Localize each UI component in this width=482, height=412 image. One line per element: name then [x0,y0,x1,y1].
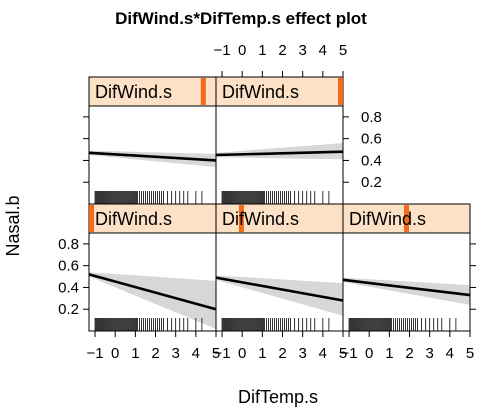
x-tick-label: 3 [299,345,307,362]
strip-label: DifWind.s [349,209,426,229]
strip-label: DifWind.s [222,209,299,229]
strip-label: DifWind.s [222,82,299,102]
y-tick-label: 0.6 [58,258,79,275]
y-tick-label: 0.4 [58,279,79,296]
y-tick-label: 0.2 [361,174,382,191]
y-tick-label: 0.8 [58,236,79,253]
x-tick-label: 0 [238,42,246,59]
rug-marks [348,318,457,331]
x-tick-label: 5 [339,42,347,59]
rug-marks [94,318,203,331]
x-tick-label: 4 [192,345,200,362]
x-tick-label: 0 [365,345,373,362]
x-axis-col1-bottom: −1 0 1 2 3 4 5 [86,331,220,362]
panels-group: DifWind.s DifWind.s DifWind.s DifWind.s DifW… [58,42,476,362]
x-tick-label: 4 [319,345,327,362]
strip-background [88,76,217,107]
fit-line [215,150,344,157]
strip-label: DifWind.s [95,82,172,102]
x-tick-label: 1 [258,345,266,362]
x-axis-col3-bottom: −1 0 1 2 3 4 5 [340,331,474,362]
y-axis-label: Nasal.b [3,195,23,256]
x-tick-label: 0 [238,345,246,362]
x-tick-label: 3 [299,42,307,59]
y-axis-top-row: 0.2 0.4 0.6 0.8 [83,109,382,191]
panel-1: DifWind.s [88,76,217,205]
x-tick-label: 5 [466,345,474,362]
x-tick-label: 5 [212,345,220,362]
panel-2: DifWind.s [215,76,344,205]
x-tick-label: 3 [426,345,434,362]
confidence-band [89,272,216,329]
panel-3: DifWind.s [88,203,217,332]
fit-line [215,276,344,302]
x-axis-label: DifTemp.s [238,387,318,407]
x-tick-label: 4 [319,42,327,59]
chart-title: DifWind.s*DifTemp.s effect plot [115,9,367,28]
x-tick-label: −1 [86,345,103,362]
panel-border [342,232,471,332]
x-tick-label: 5 [339,345,347,362]
x-tick-label: 1 [385,345,393,362]
rug-marks [94,191,203,204]
x-tick-label: 4 [446,345,454,362]
strip-background [215,203,344,234]
y-tick-label: 0.4 [361,152,382,169]
x-axis-col2-bottom: −1 0 1 2 3 4 5 [213,331,347,362]
strip-level-indicator [338,78,343,105]
x-tick-label: 2 [278,42,286,59]
strip-background [215,76,344,107]
x-axis-col2-top: −1 0 1 2 3 4 5 [213,42,347,77]
panel-5: DifWind.s [342,203,471,332]
x-tick-label: 1 [131,345,139,362]
x-tick-label: −1 [213,345,230,362]
y-tick-label: 0.8 [361,109,382,126]
y-axis-bottom-row: 0.2 0.4 0.6 0.8 [58,236,476,318]
x-tick-label: 2 [151,345,159,362]
x-tick-label: 2 [278,345,286,362]
strip-label: DifWind.s [95,209,172,229]
fit-line [88,273,217,311]
x-tick-label: 1 [258,42,266,59]
x-tick-label: 3 [172,345,180,362]
rug-marks [221,318,330,331]
panel-4: DifWind.s [215,203,344,332]
strip-level-indicator [404,205,409,232]
confidence-band [216,275,343,316]
x-tick-label: 2 [405,345,413,362]
y-tick-label: 0.6 [361,131,382,148]
strip-level-indicator [89,205,94,232]
fit-line [342,278,471,297]
strip-level-indicator [238,205,244,232]
rug-marks [221,191,330,204]
y-tick-label: 0.2 [58,301,79,318]
x-tick-label: −1 [213,42,230,59]
x-tick-label: 0 [111,345,119,362]
fit-line [88,151,217,162]
strip-level-indicator [200,78,206,105]
x-tick-label: −1 [340,345,357,362]
